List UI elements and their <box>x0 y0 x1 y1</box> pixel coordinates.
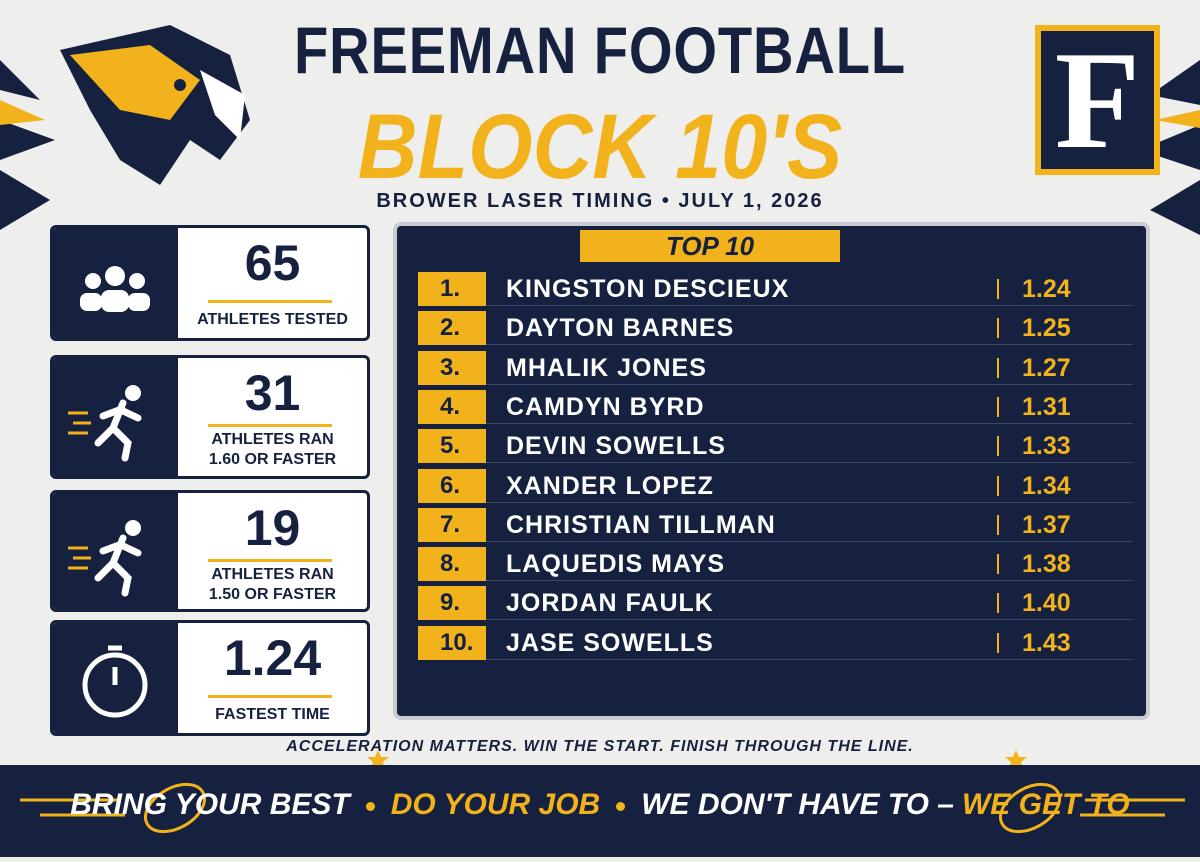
footer-highlight: WE GET TO <box>961 788 1130 821</box>
time: 1.34 <box>1022 471 1071 500</box>
footer-phrase: DO YOUR JOB <box>390 788 601 821</box>
athlete-name: JASE SOWELLS <box>506 628 714 657</box>
time: 1.33 <box>1022 432 1071 461</box>
footer-phrase: WE DON'T HAVE TO – <box>641 788 954 821</box>
time: 1.27 <box>1022 353 1071 382</box>
stat-label: ATHLETES TESTED <box>197 311 348 328</box>
athlete-name: JORDAN FAULK <box>506 589 714 618</box>
athlete-name: MHALIK JONES <box>506 353 707 382</box>
stat-label: ATHLETES RAN <box>211 431 334 448</box>
stat-divider <box>208 695 332 698</box>
stat-label: ATHLETES RAN <box>211 566 334 583</box>
time: 1.24 <box>1022 275 1071 303</box>
rank: 8. <box>418 547 486 582</box>
time: 1.25 <box>1022 314 1071 343</box>
time: 1.38 <box>1022 550 1071 579</box>
separator <box>997 593 999 614</box>
athlete-name: CHRISTIAN TILLMAN <box>506 510 776 539</box>
subtitle: BLOCK 10'S <box>357 96 843 198</box>
icon <box>82 645 148 718</box>
athlete-name: LAQUEDIS MAYS <box>506 550 726 579</box>
leaderboard-row: 1. KINGSTON DESCIEUX 1.24 <box>418 272 1133 306</box>
stat-icon <box>53 623 178 733</box>
stat-value: 65 <box>244 235 301 291</box>
separator <box>997 396 999 417</box>
tagline: ACCELERATION MATTERS. WIN THE START. FIN… <box>286 738 914 755</box>
stat-value: 31 <box>244 365 301 421</box>
footer-phrase: BRING YOUR BEST <box>70 788 350 821</box>
stat-divider <box>208 424 332 427</box>
icon <box>68 520 142 597</box>
rank: 7. <box>418 507 486 542</box>
stat-label: FASTEST TIME <box>215 706 330 723</box>
stat-label: 1.60 OR FASTER <box>208 451 337 468</box>
bullet <box>616 801 626 811</box>
title: FREEMAN FOOTBALL <box>294 13 906 87</box>
event-line: BROWER LASER TIMING • JULY 1, 2026 <box>376 190 824 212</box>
stat-card: 1.24 FASTEST TIME <box>50 620 370 736</box>
athlete-name: DAYTON BARNES <box>506 314 735 343</box>
separator <box>997 279 999 299</box>
footer-slogan: BRING YOUR BEST DO YOUR JOB WE DON'T HAVE … <box>0 788 1200 822</box>
rank: 5. <box>418 429 486 464</box>
separator <box>997 357 999 378</box>
stat-card: 19 ATHLETES RAN 1.50 OR FASTER <box>50 490 370 612</box>
rank: 3. <box>418 350 486 385</box>
stat-icon <box>53 358 178 476</box>
time: 1.43 <box>1022 628 1071 657</box>
rank: 6. <box>418 468 486 503</box>
stat-card: 65 ATHLETES TESTED <box>50 225 370 341</box>
leaderboard-row: 10. JASE SOWELLS 1.43 <box>418 625 1133 660</box>
leaderboard-row: 5. DEVIN SOWELLS 1.33 <box>418 429 1133 464</box>
separator <box>997 554 999 575</box>
athlete-name: KINGSTON DESCIEUX <box>506 275 790 303</box>
rank: 4. <box>418 389 486 424</box>
stat-icon <box>53 228 178 338</box>
icon <box>68 385 142 462</box>
time: 1.31 <box>1022 392 1071 421</box>
time: 1.37 <box>1022 510 1071 539</box>
separator <box>997 475 999 496</box>
leaderboard-row: 2. DAYTON BARNES 1.25 <box>418 311 1133 346</box>
footer-decoration <box>20 782 1185 834</box>
leaderboard-row: 4. CAMDYN BYRD 1.31 <box>418 389 1133 424</box>
athlete-name: XANDER LOPEZ <box>506 471 714 500</box>
rank: 2. <box>418 311 486 346</box>
stat-icon <box>53 493 178 609</box>
stat-value: 1.24 <box>223 630 322 686</box>
logo-letter: F <box>1035 25 1160 175</box>
rank: 10. <box>418 625 486 660</box>
stat-divider <box>208 300 332 303</box>
bullet <box>365 801 375 811</box>
separator <box>997 436 999 457</box>
icon <box>80 266 150 312</box>
footer-band <box>0 765 1200 857</box>
leaderboard-row: 3. MHALIK JONES 1.27 <box>418 350 1133 385</box>
leaderboard-row: 7. CHRISTIAN TILLMAN 1.37 <box>418 507 1133 542</box>
leaderboard-row: 8. LAQUEDIS MAYS 1.38 <box>418 547 1133 582</box>
rank: 1. <box>418 272 486 306</box>
separator <box>997 318 999 339</box>
stat-value: 19 <box>244 500 301 556</box>
athlete-name: DEVIN SOWELLS <box>506 432 726 461</box>
time: 1.40 <box>1022 589 1071 618</box>
separator <box>997 632 999 653</box>
leaderboard-title: TOP 10 <box>580 230 840 262</box>
athlete-name: CAMDYN BYRD <box>506 392 705 421</box>
stat-divider <box>208 559 332 562</box>
stat-card: 31 ATHLETES RAN 1.60 OR FASTER <box>50 355 370 479</box>
rank: 9. <box>418 586 486 621</box>
stat-label: 1.50 OR FASTER <box>208 586 337 603</box>
leaderboard-row: 6. XANDER LOPEZ 1.34 <box>418 468 1133 503</box>
leaderboard-row: 9. JORDAN FAULK 1.40 <box>418 586 1133 621</box>
separator <box>997 514 999 535</box>
eagle-logo <box>60 25 250 185</box>
